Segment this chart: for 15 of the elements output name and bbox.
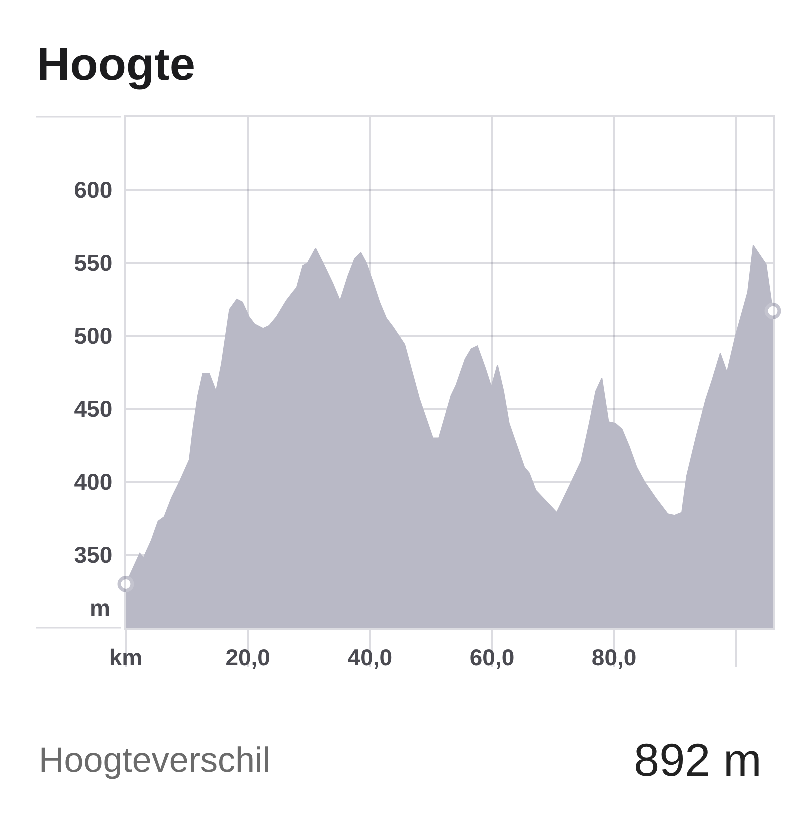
- y-tick-label: 450: [74, 396, 113, 422]
- x-tick-label: 60,0: [470, 644, 515, 670]
- x-tick-label: 40,0: [348, 644, 393, 670]
- y-tick-label: 400: [74, 469, 113, 496]
- chart-title: Hoogte: [37, 38, 196, 90]
- text: Hoogteverschil: [39, 741, 270, 780]
- y-tick-label: 600: [74, 177, 113, 204]
- x-tick-label: 20,0: [226, 644, 270, 670]
- x-tick-label: 80,0: [592, 644, 637, 670]
- y-tick-label: 500: [74, 323, 113, 350]
- y-tick-label: 350: [74, 542, 113, 568]
- y-axis-title: m: [90, 595, 110, 621]
- x-tick-label: km: [109, 644, 143, 670]
- y-tick-label: 550: [74, 250, 113, 276]
- text: 892 m: [634, 734, 762, 786]
